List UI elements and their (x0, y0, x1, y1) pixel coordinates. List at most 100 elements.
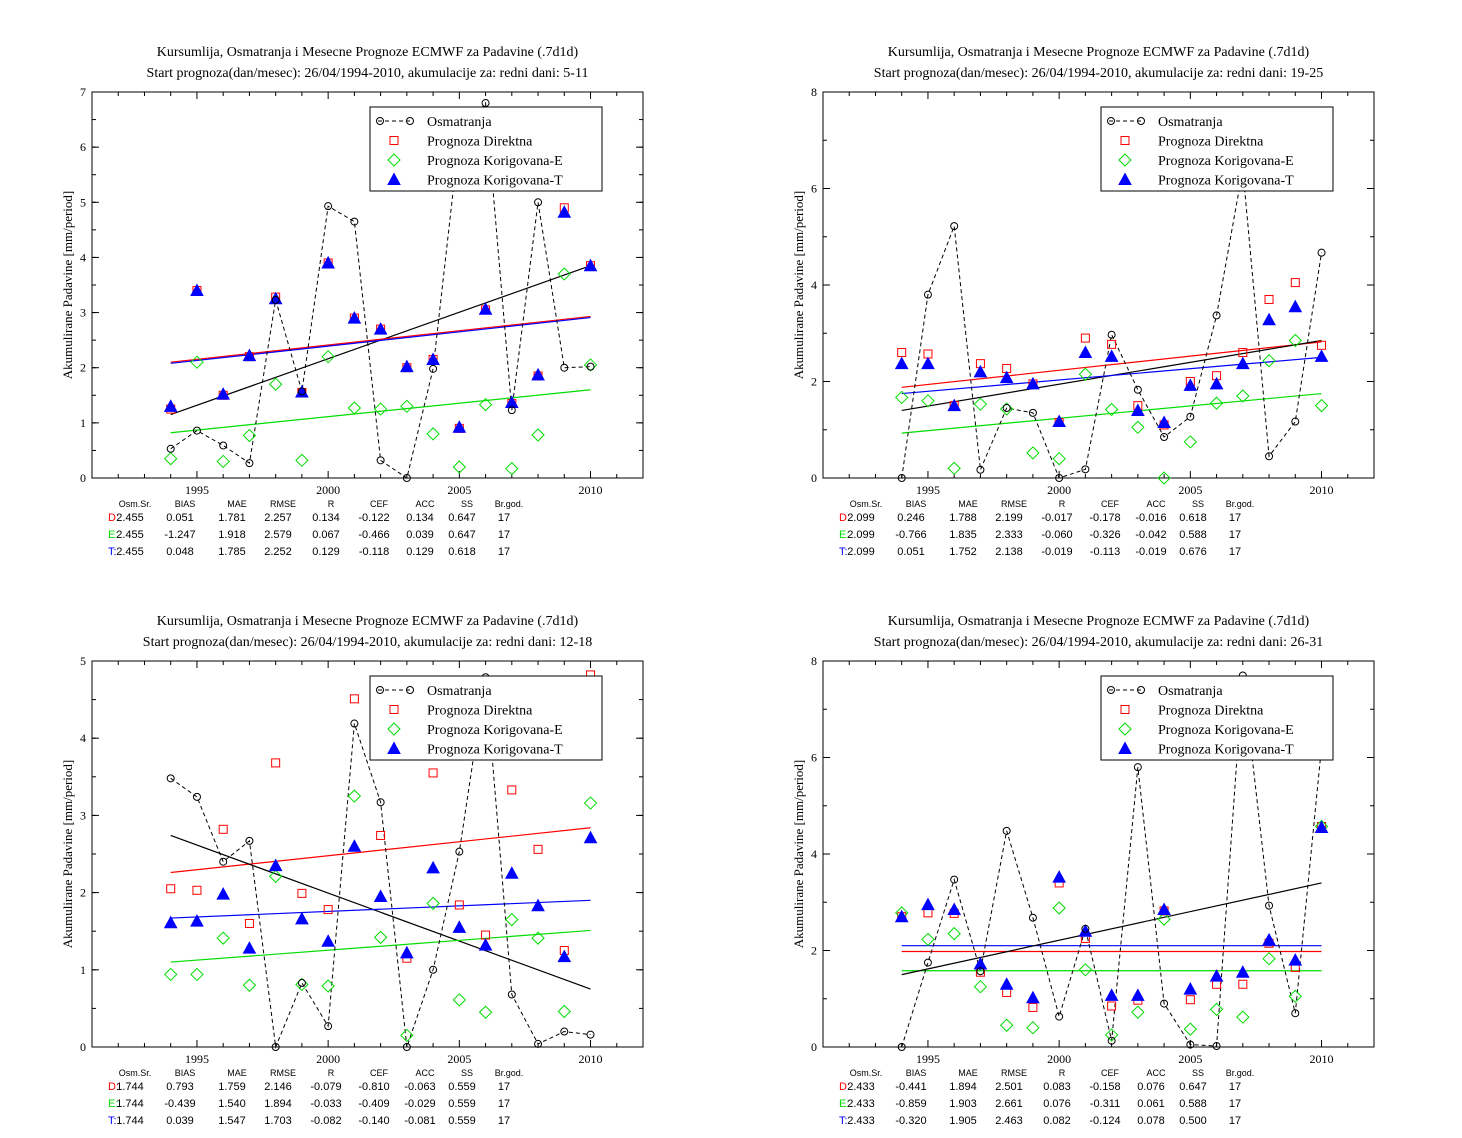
data-point (507, 406, 516, 415)
legend-marker (389, 705, 399, 714)
data-point (192, 792, 201, 801)
stats-value: 2.579 (264, 529, 292, 541)
y-tick-label: 2 (811, 375, 817, 389)
stats-header: MAE (227, 1068, 247, 1078)
chart-subtitle: Start prognoza(dan/mesec): 26/04/1994-20… (143, 635, 592, 650)
stats-value: -0.118 (358, 546, 390, 558)
data-point (1212, 311, 1221, 320)
stats-value: 0.134 (406, 512, 434, 524)
trend-line (170, 315, 591, 363)
data-point (1290, 278, 1300, 288)
data-point (268, 858, 283, 872)
x-tick-label: 2010 (579, 1052, 603, 1066)
chart-title: Kursumlija, Osmatranja i Mesecne Prognoz… (888, 614, 1310, 629)
stats-value: 0.793 (166, 1081, 194, 1093)
data-point (1317, 340, 1327, 350)
x-tick-label: 2005 (1178, 1052, 1202, 1066)
data-point (1262, 312, 1276, 326)
data-point (454, 900, 464, 910)
data-point (426, 896, 440, 911)
legend-marker (1118, 172, 1132, 185)
data-point (557, 1004, 571, 1019)
data-point (1052, 414, 1066, 428)
stats-value: 0.588 (1179, 1098, 1207, 1110)
series-osmatranja (166, 673, 595, 1051)
chart-title: Kursumlija, Osmatranja i Mesecne Prognoz… (157, 45, 579, 60)
stats-value: 0.039 (406, 529, 434, 541)
data-point (1265, 901, 1274, 910)
legend-label: Osmatranja (427, 115, 492, 130)
chart-subtitle: Start prognoza(dan/mesec): 26/04/1994-20… (147, 66, 589, 81)
stats-value: 2.463 (995, 1115, 1023, 1127)
data-point (1055, 1012, 1064, 1021)
stats-table: Osm.Sr. BIAS MAE RMSE R CEF ACC SS Br.god. D: 1.74… (0, 1065, 731, 1135)
data-point (1288, 299, 1303, 313)
data-point (583, 258, 598, 272)
data-point (1186, 1040, 1195, 1049)
data-point (1026, 1020, 1040, 1035)
legend-label: Osmatranja (1158, 115, 1223, 130)
stats-header: Br.god. (1225, 499, 1255, 509)
data-point (976, 967, 985, 976)
stats-header: SS (460, 499, 473, 509)
legend-marker (406, 686, 414, 694)
stats-value: -0.063 (404, 1081, 436, 1093)
data-point (376, 798, 385, 807)
data-point (347, 311, 362, 324)
stats-row-label: D: (839, 1081, 850, 1093)
data-point (192, 885, 202, 895)
y-axis-label: Akumulirane Padavine [mm/period] (60, 191, 75, 379)
data-point (1236, 1010, 1250, 1024)
data-point (999, 1018, 1014, 1032)
y-tick-label: 1 (80, 963, 86, 977)
stats-value: 2.455 (116, 512, 144, 524)
observed-line (901, 169, 1323, 479)
stats-value: 0.618 (448, 546, 476, 558)
data-point (190, 967, 204, 982)
data-point (321, 934, 335, 947)
legend: Osmatranja Prognoza Direktna Prognoza Kori… (369, 106, 603, 192)
stats-header: BIAS (174, 1068, 196, 1078)
legend-marker (1137, 117, 1145, 125)
stats-header: RMSE (269, 1068, 296, 1078)
legend-marker (406, 117, 414, 125)
legend-label: Prognoza Korigovana-T (427, 174, 563, 189)
data-point (321, 255, 335, 269)
chart-svg: Kursumlija, Osmatranja i Mesecne Prognoz… (60, 45, 644, 497)
data-point (973, 397, 988, 411)
stats-header: Osm.Sr. (849, 499, 883, 509)
stats-value: 1.703 (264, 1115, 292, 1127)
data-point (1314, 398, 1329, 413)
series-osmatranja (897, 165, 1326, 482)
stats-value: -0.859 (895, 1098, 927, 1110)
data-point (1157, 415, 1171, 429)
series-prognoza-korigovana-t (894, 299, 1329, 429)
data-point (531, 428, 545, 442)
data-point (297, 978, 306, 987)
data-point (557, 267, 571, 281)
stats-value: 0.500 (1179, 1115, 1207, 1127)
y-tick-label: 3 (80, 808, 86, 822)
y-axis-label: Akumulirane Padavine [mm/period] (791, 760, 806, 948)
x-tick-label: 2010 (1310, 483, 1334, 497)
chart-svg: Kursumlija, Osmatranja i Mesecne Prognoz… (791, 614, 1375, 1066)
y-tick-label: 2 (80, 361, 86, 375)
stats-value: 17 (497, 512, 511, 524)
stats-value: 17 (497, 1098, 511, 1110)
stats-value: -0.326 (1089, 529, 1121, 541)
data-point (1209, 396, 1224, 410)
chart-svg: Kursumlija, Osmatranja i Mesecne Prognoz… (791, 45, 1375, 497)
stats-header: SS (1191, 1068, 1204, 1078)
data-point (426, 352, 440, 365)
y-tick-label: 5 (80, 654, 86, 668)
stats-value: 0.082 (1043, 1115, 1071, 1127)
stats-value: 1.752 (949, 546, 977, 558)
legend-marker (376, 686, 384, 694)
data-point (163, 915, 178, 929)
data-point (1288, 989, 1302, 1004)
data-point (1052, 870, 1066, 883)
stats-value: 1.744 (116, 1098, 144, 1110)
series-prognoza-korigovana-e (895, 819, 1329, 1042)
data-point (1107, 1001, 1117, 1011)
data-point (897, 474, 906, 482)
